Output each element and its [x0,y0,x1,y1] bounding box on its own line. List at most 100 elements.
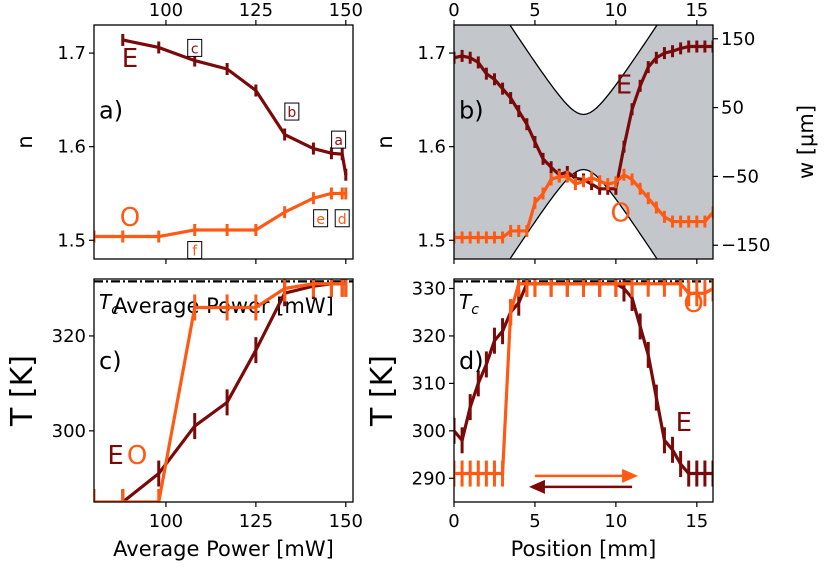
axes-frame [453,278,714,503]
series-E-point [671,49,675,53]
y-tick-label: 300 [52,421,86,442]
series-E-point [622,145,626,149]
series-O-point [193,228,197,232]
series-O-point [549,282,553,286]
y-right-tick-label: −150 [721,235,770,256]
series-O-point [525,282,529,286]
y-tick-label: 1.5 [417,230,446,251]
series-E-point [468,405,472,409]
annotation-label: b [287,105,296,121]
series-E-point [662,438,666,442]
x-tick-label: 5 [529,511,540,532]
annotation-box [334,209,350,228]
x-tick-label: 0 [448,511,459,532]
annotation-label: f [192,244,198,260]
y-axis-label: T [K] [365,355,400,427]
series-O-point [679,220,683,224]
beam-lower-edge [509,168,658,259]
y-axis-label: n [373,135,397,148]
series-O-point [565,175,569,179]
series-E-point [622,286,626,290]
panel-d-chart: Tc O E 0 5 10 15 290 300 310 320 330 Position [mm] T … [365,278,714,561]
series-O-point [492,472,496,476]
x-axis-label: Position [mm] [511,537,657,561]
series-O-point [541,191,545,195]
series-O-point [340,282,344,286]
series-E-point [517,301,521,305]
y-right-tick-label: 150 [721,29,755,50]
series-E-point [687,472,691,476]
series-E-point [679,46,683,50]
series-label-O: O [127,441,147,471]
series-E-point [509,96,513,100]
series-O-point [344,282,348,286]
y-tick-label: 320 [52,326,86,347]
series-O-point [501,235,505,239]
series-E-point [525,122,529,126]
series-E-point [311,147,315,151]
series-O-point [525,229,529,233]
series-O-point [671,220,675,224]
series-O-point [622,173,626,177]
series-O-point [484,235,488,239]
y-right-axis-label: w [μm] [794,105,818,179]
x-tick-label: 10 [604,511,627,532]
series-O-point [283,210,287,214]
series-O-point [311,282,315,286]
series-E-point [344,173,348,177]
series-E-line [122,38,348,176]
series-O-point [573,182,577,186]
series-O-point [703,291,707,295]
series-E-point [460,54,464,58]
annotation-box [331,130,347,149]
x-tick-label: 150 [329,511,363,532]
series-E-point [679,462,683,466]
series-O-point [283,286,287,290]
x-top-tick-label: 5 [529,0,540,21]
series-label-E: E [616,70,632,100]
series-E-point [492,77,496,81]
y-tick-label: 310 [412,373,446,394]
y-tick-label: 1.5 [57,230,86,251]
series-E-point [484,72,488,76]
series-O-point [662,282,666,286]
series-E-point [476,60,480,64]
series-E-point [630,107,634,111]
series-O-point [606,182,610,186]
series-O-point [687,220,691,224]
series-E-point [501,87,505,91]
series-O-point [254,228,258,232]
series-O-point [614,282,618,286]
series-E-point [695,472,699,476]
series-O-point [590,176,594,180]
x-tick-label: 15 [685,511,708,532]
series-O-point [638,187,642,191]
y-tick-label: 1.6 [417,137,446,158]
beam-upper-edge [509,25,658,116]
direction-arrow-head [528,479,545,494]
annotation-label: d [338,212,347,228]
y-tick-label: 300 [412,421,446,442]
series-E-point [157,472,161,476]
series-E-point [703,472,707,476]
series-E-point [225,67,229,71]
series-O-point [565,282,569,286]
series-label-E: E [676,408,692,438]
series-O-point [329,282,333,286]
series-O-point [582,282,585,286]
tc-label: Tc [99,290,119,318]
series-label-O: O [683,289,703,319]
series-E-point [662,51,666,55]
series-O-point [193,305,197,309]
x-top-tick-label: 100 [149,0,183,21]
series-E-point [476,381,480,385]
series-O-point [460,472,464,476]
series-E-point [671,448,675,452]
series-E-point [533,140,537,144]
series-O-point [614,180,618,184]
y-tick-label: 1.7 [417,43,446,64]
series-E-point [687,45,691,49]
series-E-point [157,45,161,49]
